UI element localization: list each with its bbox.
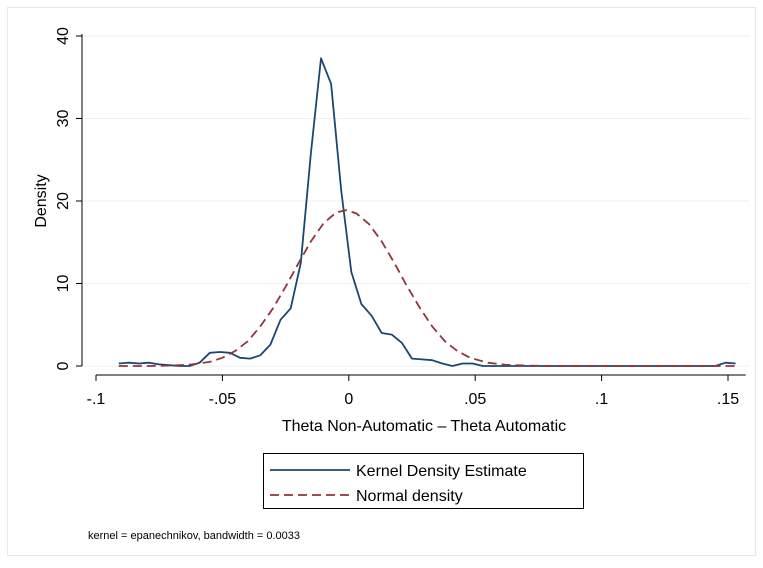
x-axis-label: Theta Non-Automatic – Theta Automatic (282, 418, 566, 435)
x-tick-label-5: .15 (717, 391, 739, 408)
y-axis-ticks: 0 10 20 30 40 (55, 27, 82, 370)
series-layer (118, 57, 736, 367)
y-tick-label-0: 0 (55, 361, 72, 370)
x-tick-label-1: -.05 (209, 391, 237, 408)
legend-label-normal: Normal density (356, 488, 463, 505)
x-tick-label-4: .1 (595, 391, 608, 408)
x-tick-label-3: .05 (464, 391, 486, 408)
y-tick-label-1: 10 (55, 275, 72, 293)
kernel-note: kernel = epanechnikov, bandwidth = 0.003… (88, 530, 300, 542)
legend-box (263, 453, 584, 509)
x-axis-ticks: -.1 -.05 0 .05 .1 .15 (87, 375, 739, 408)
y-axis-label: Density (33, 174, 50, 227)
series-line-normal-density (118, 209, 736, 367)
x-tick-label-2: 0 (344, 391, 353, 408)
legend-label-kernel: Kernel Density Estimate (356, 463, 527, 480)
y-tick-label-4: 40 (55, 27, 72, 45)
y-tick-label-2: 20 (55, 192, 72, 210)
y-tick-label-3: 30 (55, 110, 72, 128)
legend: Kernel Density Estimate Normal density (263, 453, 584, 509)
x-tick-label-0: -.1 (87, 391, 106, 408)
